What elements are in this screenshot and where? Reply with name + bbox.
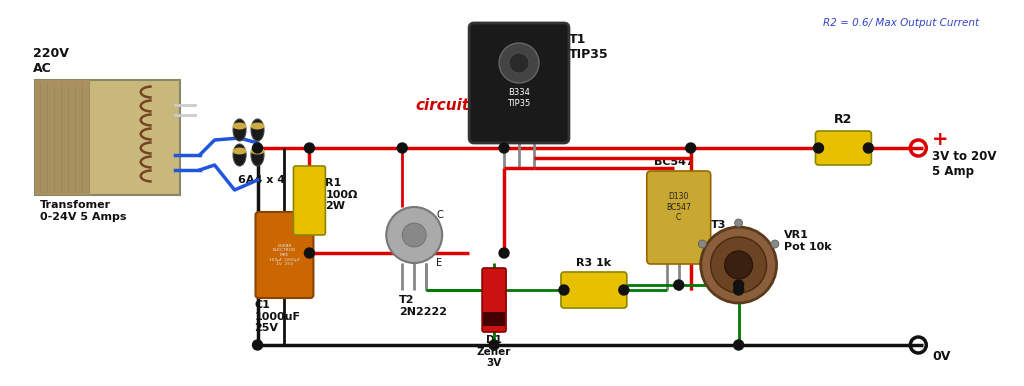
Circle shape [253, 143, 262, 153]
Circle shape [734, 219, 742, 227]
FancyBboxPatch shape [35, 80, 179, 195]
Ellipse shape [251, 144, 264, 166]
Circle shape [700, 227, 776, 303]
Text: D130
BC547
C: D130 BC547 C [667, 192, 691, 222]
Text: EUKAR
ELECTRON
MKE
100µF 1000µF
1V  25V: EUKAR ELECTRON MKE 100µF 1000µF 1V 25V [269, 244, 300, 266]
Circle shape [813, 143, 823, 153]
Circle shape [618, 285, 629, 295]
FancyBboxPatch shape [469, 23, 569, 143]
Ellipse shape [233, 119, 246, 141]
Ellipse shape [232, 147, 247, 154]
Circle shape [304, 248, 314, 258]
Circle shape [304, 143, 314, 153]
Circle shape [499, 143, 509, 153]
Text: 0V: 0V [932, 350, 950, 363]
Circle shape [686, 143, 695, 153]
Circle shape [499, 43, 539, 83]
Ellipse shape [251, 147, 264, 154]
Circle shape [674, 280, 684, 290]
Circle shape [509, 53, 529, 73]
Circle shape [386, 207, 442, 263]
Text: T3: T3 [711, 220, 726, 230]
Ellipse shape [251, 119, 264, 141]
Circle shape [863, 143, 873, 153]
FancyBboxPatch shape [294, 166, 326, 235]
Circle shape [733, 340, 743, 350]
Circle shape [397, 143, 408, 153]
FancyBboxPatch shape [35, 80, 90, 195]
FancyBboxPatch shape [561, 272, 627, 308]
Circle shape [402, 223, 426, 247]
FancyBboxPatch shape [647, 171, 711, 264]
Text: R3 1k: R3 1k [577, 258, 611, 268]
Text: R2 = 0.6/ Max Output Current: R2 = 0.6/ Max Output Current [823, 18, 980, 28]
Text: C: C [436, 210, 443, 220]
Circle shape [733, 280, 743, 290]
Text: B334
TIP35: B334 TIP35 [508, 88, 530, 108]
Circle shape [711, 237, 767, 293]
Text: BC547: BC547 [653, 157, 693, 167]
Text: 3V to 20V
5 Amp: 3V to 20V 5 Amp [932, 150, 996, 178]
Text: 6A4 x 4: 6A4 x 4 [238, 175, 285, 185]
Ellipse shape [233, 144, 246, 166]
Ellipse shape [232, 122, 247, 129]
Text: C1
1000uF
25V: C1 1000uF 25V [255, 300, 300, 333]
Text: D1
Zener
3V: D1 Zener 3V [477, 335, 511, 368]
FancyBboxPatch shape [483, 312, 505, 326]
Circle shape [698, 240, 707, 248]
FancyBboxPatch shape [482, 268, 506, 332]
Circle shape [499, 248, 509, 258]
Text: T2
2N2222: T2 2N2222 [399, 295, 447, 317]
Ellipse shape [251, 122, 264, 129]
Text: +: + [932, 130, 949, 149]
Text: VR1
Pot 10k: VR1 Pot 10k [783, 230, 831, 252]
Circle shape [489, 340, 499, 350]
Text: R1
100Ω
2W: R1 100Ω 2W [326, 178, 357, 211]
Text: T1
TIP35: T1 TIP35 [569, 33, 608, 61]
Circle shape [253, 340, 262, 350]
Text: B: B [436, 235, 443, 245]
Circle shape [725, 251, 753, 279]
Text: R2: R2 [835, 113, 853, 126]
Circle shape [771, 240, 779, 248]
Circle shape [733, 285, 743, 295]
Text: circuit-ideas.com: circuit-ideas.com [416, 98, 563, 112]
Text: Transfomer
0-24V 5 Amps: Transfomer 0-24V 5 Amps [40, 200, 126, 222]
Circle shape [559, 285, 569, 295]
FancyBboxPatch shape [256, 212, 313, 298]
FancyBboxPatch shape [815, 131, 871, 165]
Text: E: E [436, 258, 442, 268]
Text: 220V
AC: 220V AC [33, 47, 69, 75]
